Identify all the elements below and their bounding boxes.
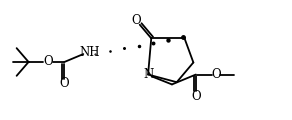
Text: N: N [143,68,153,81]
Text: NH: NH [79,46,100,59]
Text: O: O [191,90,201,103]
Text: O: O [60,77,69,90]
Text: O: O [211,68,220,81]
Text: O: O [44,55,53,69]
Text: O: O [131,14,141,27]
